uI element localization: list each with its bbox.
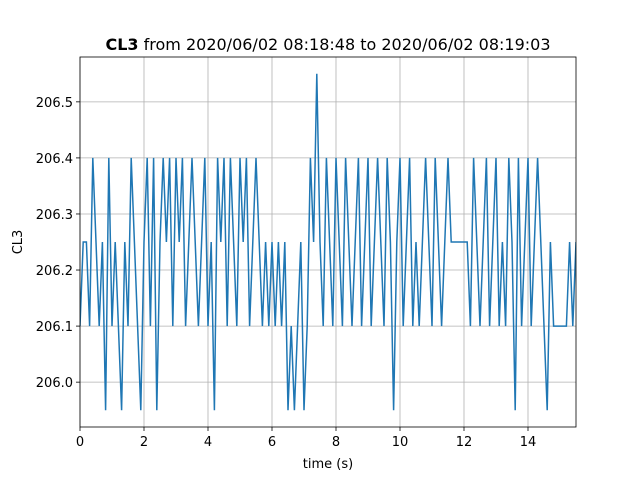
y-tick-label: 206.2 xyxy=(36,264,73,279)
title-text: from 2020/06/02 08:18:48 to 2020/06/02 0… xyxy=(144,35,551,54)
x-tick-label: 10 xyxy=(392,435,409,450)
title-name: CL3 xyxy=(105,35,138,54)
y-tick-label: 206.3 xyxy=(36,208,73,223)
x-tick-label: 8 xyxy=(332,435,340,450)
x-tick-label: 6 xyxy=(268,435,276,450)
x-tick-label: 12 xyxy=(456,435,473,450)
data-line xyxy=(80,73,576,411)
y-tick-label: 206.0 xyxy=(36,376,73,391)
x-axis-label: time (s) xyxy=(303,457,353,472)
y-tick-label: 206.1 xyxy=(36,320,73,335)
y-tick-label: 206.5 xyxy=(36,96,73,111)
y-tick-label: 206.4 xyxy=(36,152,73,167)
x-tick-label: 2 xyxy=(140,435,148,450)
plot-frame xyxy=(79,56,577,428)
x-tick-label: 14 xyxy=(520,435,537,450)
x-tick-label: 0 xyxy=(76,435,84,450)
y-axis-label: CL3 xyxy=(11,230,26,255)
x-tick-label: 4 xyxy=(204,435,212,450)
chart-title: CL3 from 2020/06/02 08:18:48 to 2020/06/… xyxy=(105,35,550,54)
